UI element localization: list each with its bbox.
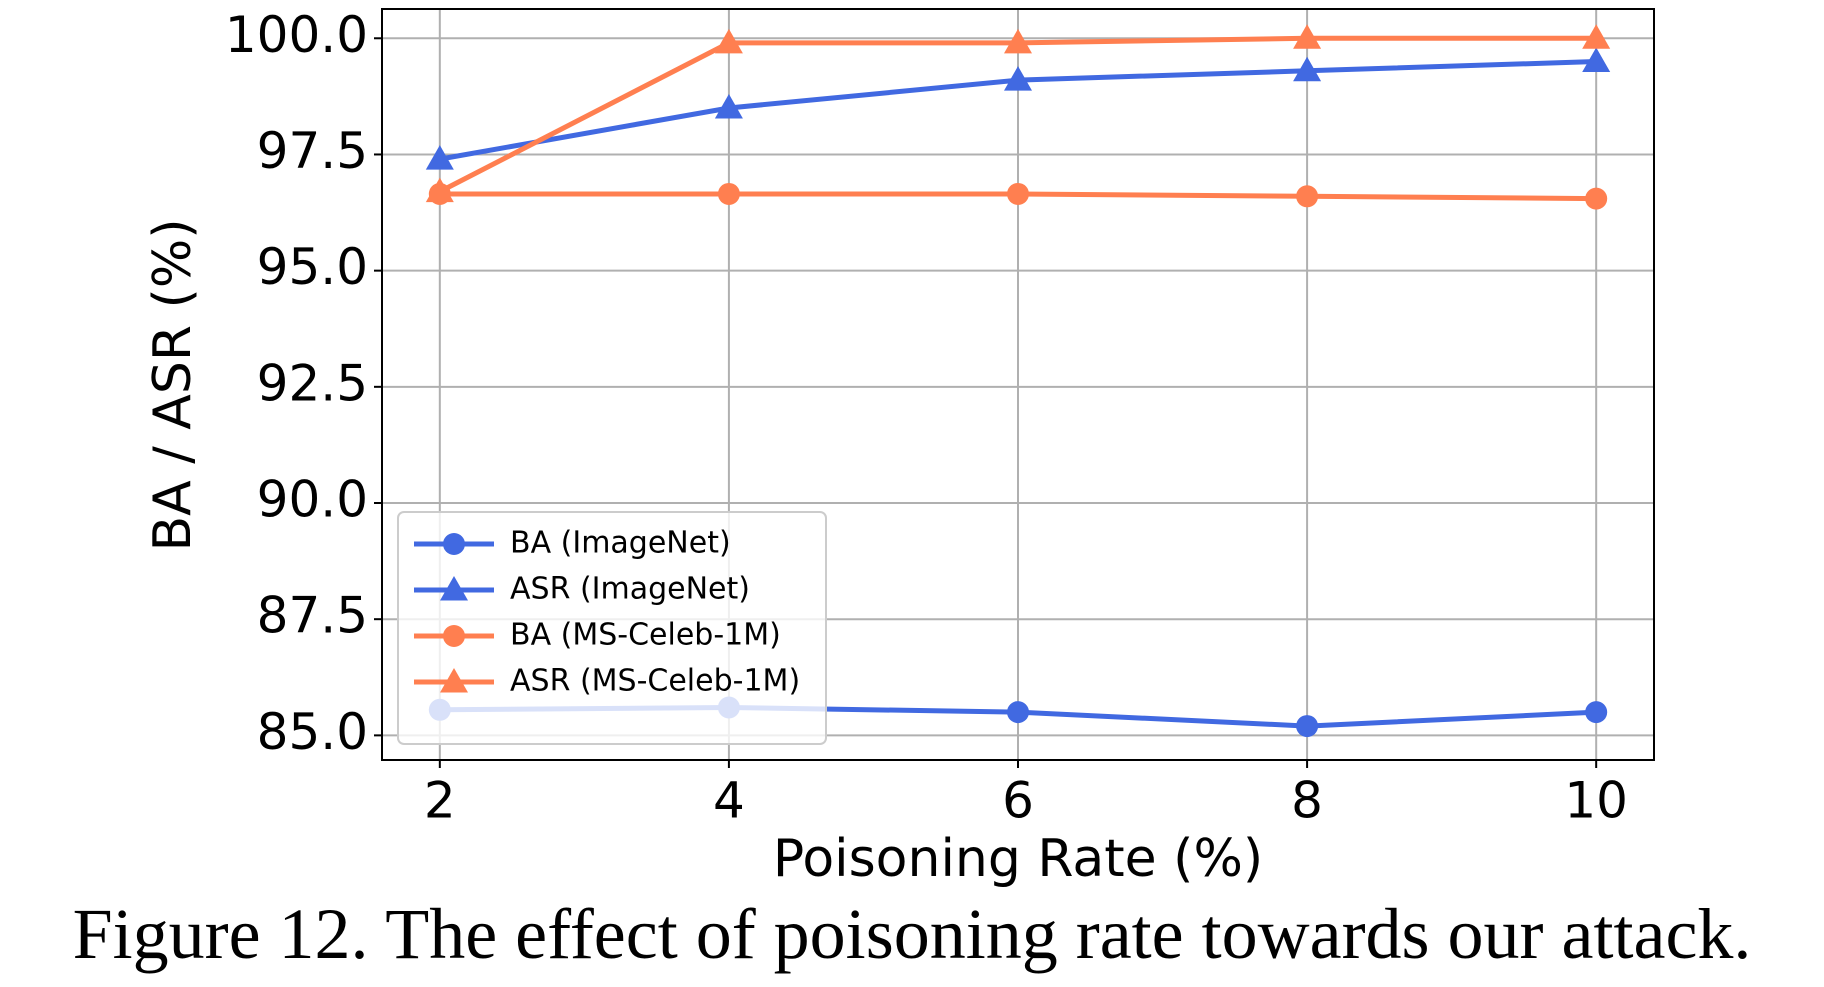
marker <box>1007 182 1029 205</box>
y-tick-label: 85.0 <box>257 703 368 761</box>
marker <box>1293 24 1322 49</box>
legend-label: BA (MS-Celeb-1M) <box>510 618 781 653</box>
legend-box <box>397 511 827 745</box>
marker <box>443 533 465 555</box>
marker <box>440 576 468 601</box>
marker <box>425 145 454 170</box>
y-tick-label: 87.5 <box>257 587 368 645</box>
marker <box>1585 701 1608 724</box>
marker <box>1296 715 1319 738</box>
marker <box>440 668 468 693</box>
x-tick-label: 2 <box>424 772 456 830</box>
marker <box>443 625 465 647</box>
x-tick-label: 4 <box>713 772 745 830</box>
legend-label: BA (ImageNet) <box>510 526 731 561</box>
marker <box>1582 24 1611 49</box>
marker <box>1296 185 1319 208</box>
marker <box>1585 187 1608 210</box>
marker <box>1004 66 1032 91</box>
marker <box>1007 701 1029 724</box>
legend-label: ASR (MS-Celeb-1M) <box>510 664 800 699</box>
y-tick-label: 95.0 <box>257 238 368 296</box>
x-axis-label: Poisoning Rate (%) <box>773 829 1263 889</box>
caption: Figure 12. The effect of poisoning rate … <box>73 894 1752 974</box>
y-tick-label: 92.5 <box>257 354 368 412</box>
legend: BA (ImageNet) ASR (ImageNet) BA (MS-Celeb-… <box>397 511 827 745</box>
marker <box>1004 28 1032 54</box>
y-tick-label: 100.0 <box>225 6 368 64</box>
plot-frame <box>381 8 1655 761</box>
marker <box>425 177 454 203</box>
legend-label: ASR (ImageNet) <box>510 572 750 607</box>
y-tick-label: 90.0 <box>257 471 368 529</box>
marker <box>717 182 740 205</box>
marker <box>714 93 743 119</box>
x-tick-label: 10 <box>1564 772 1628 830</box>
y-tick-label: 97.5 <box>257 122 368 180</box>
y-axis-label: BA / ASR (%) <box>143 218 203 551</box>
marker <box>1582 47 1611 73</box>
marker <box>714 28 743 54</box>
x-tick-label: 6 <box>1002 772 1034 830</box>
x-tick-label: 8 <box>1291 772 1323 830</box>
marker <box>1293 56 1322 82</box>
